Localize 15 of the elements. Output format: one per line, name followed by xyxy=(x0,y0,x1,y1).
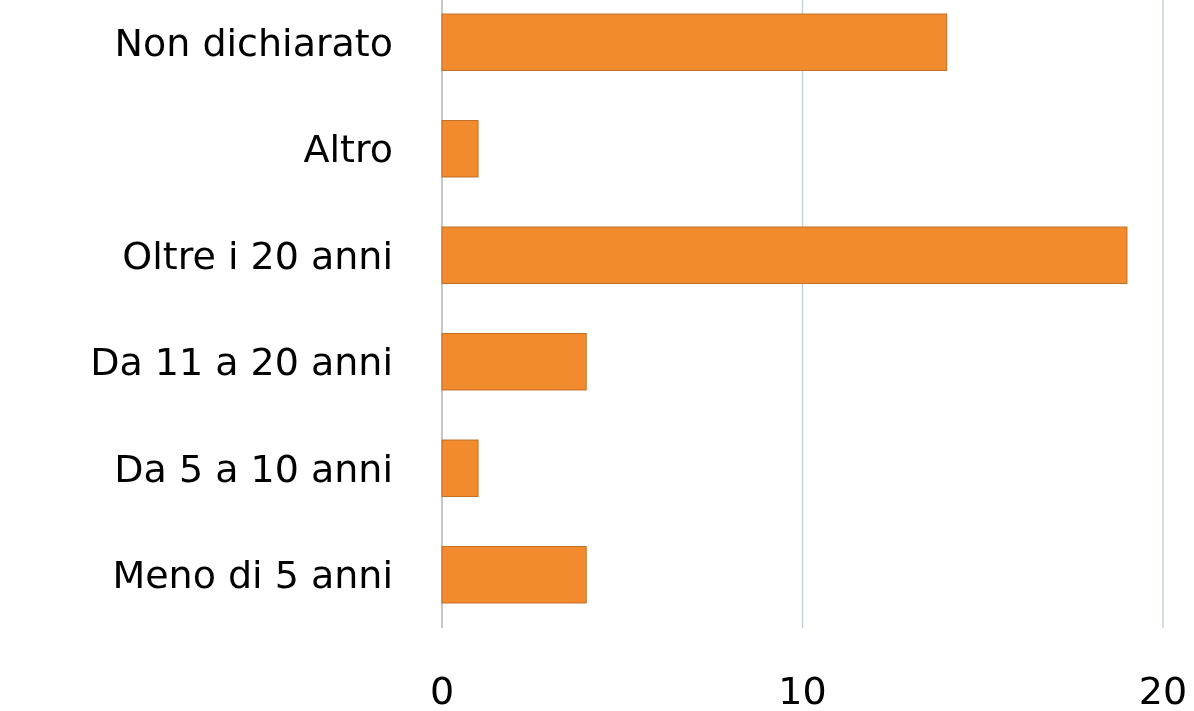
x-tick-label: 10 xyxy=(778,669,827,711)
y-tick-label: Da 5 a 10 anni xyxy=(114,446,393,491)
bar xyxy=(441,439,479,497)
y-tick-label: Da 11 a 20 anni xyxy=(90,340,393,385)
bar xyxy=(441,13,948,71)
y-tick-label: Oltre i 20 anni xyxy=(122,233,393,278)
bar xyxy=(441,546,587,604)
x-tick-label: 0 xyxy=(429,669,455,711)
bar xyxy=(441,120,479,178)
y-tick-label: Altro xyxy=(303,127,393,172)
y-tick-label: Meno di 5 anni xyxy=(112,553,393,598)
bar xyxy=(441,333,587,391)
x-tick-label: 20 xyxy=(1138,669,1188,711)
bar xyxy=(441,226,1128,284)
y-tick-label: Non dichiarato xyxy=(114,20,393,65)
